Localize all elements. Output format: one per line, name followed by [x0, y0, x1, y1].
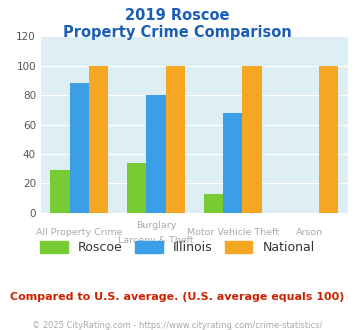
Text: Motor Vehicle Theft: Motor Vehicle Theft: [187, 228, 279, 237]
Bar: [70, 83, 89, 213]
Bar: [127, 163, 146, 213]
Text: 2019 Roscoe: 2019 Roscoe: [125, 8, 230, 23]
Text: Arson: Arson: [296, 228, 323, 237]
Bar: [50, 170, 70, 213]
Bar: [165, 66, 185, 213]
Bar: [89, 66, 108, 213]
Text: © 2025 CityRating.com - https://www.cityrating.com/crime-statistics/: © 2025 CityRating.com - https://www.city…: [32, 321, 323, 330]
Text: Property Crime Comparison: Property Crime Comparison: [63, 25, 292, 40]
Text: Compared to U.S. average. (U.S. average equals 100): Compared to U.S. average. (U.S. average …: [10, 292, 345, 302]
Bar: [146, 95, 165, 213]
Text: All Property Crime: All Property Crime: [36, 228, 122, 237]
Legend: Roscoe, Illinois, National: Roscoe, Illinois, National: [36, 236, 320, 259]
Text: Larceny & Theft: Larceny & Theft: [118, 236, 194, 245]
Text: Burglary: Burglary: [136, 221, 176, 230]
Bar: [242, 66, 262, 213]
Bar: [204, 194, 223, 213]
Bar: [319, 66, 338, 213]
Bar: [223, 113, 242, 213]
